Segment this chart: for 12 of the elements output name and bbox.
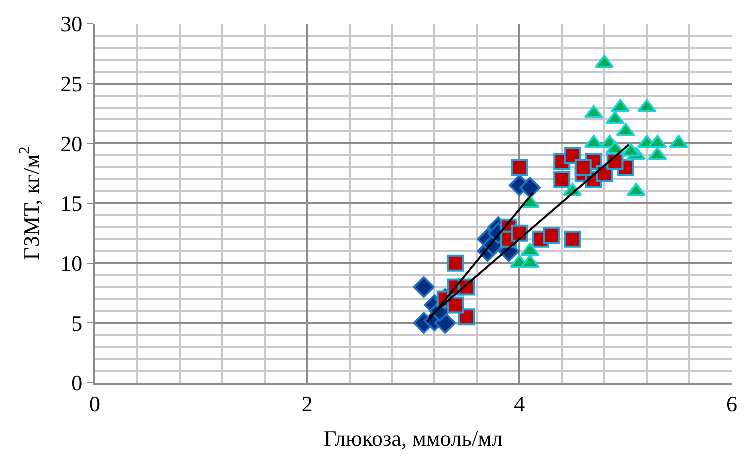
y-tick-label: 30 <box>60 12 83 37</box>
x-axis-title: Глюкоза, ммоль/мл <box>324 426 504 451</box>
y-tick-label: 15 <box>60 191 83 216</box>
y-tick-label: 25 <box>60 72 83 97</box>
y-tick-label: 0 <box>72 370 83 396</box>
x-tick-label: 0 <box>90 391 100 416</box>
y-tick-label: 5 <box>72 310 83 336</box>
y-tick-label: 10 <box>60 251 83 276</box>
x-tick-label: 2 <box>302 391 313 416</box>
y-tick-label: 20 <box>60 131 83 156</box>
x-tick-label: 6 <box>726 391 738 416</box>
x-tick-label: 4 <box>514 391 526 416</box>
